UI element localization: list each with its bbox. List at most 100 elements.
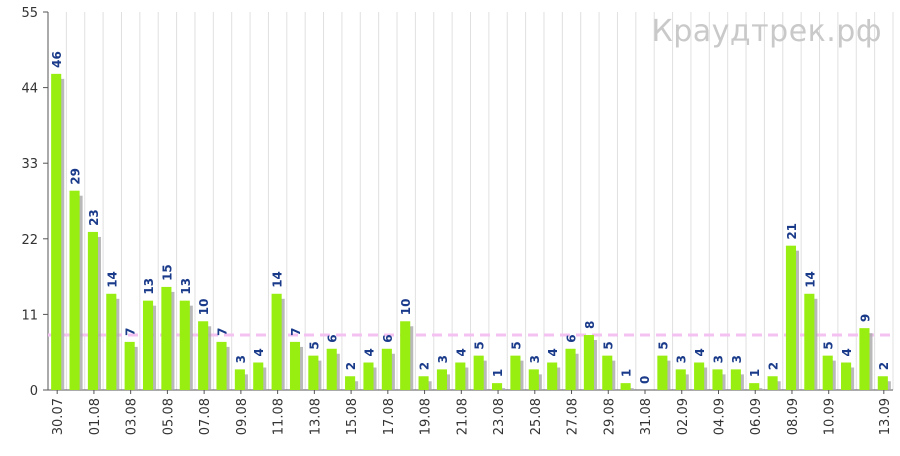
bar (804, 293, 815, 390)
data-label: 1 (491, 369, 505, 377)
data-label: 7 (124, 328, 138, 336)
data-label: 14 (271, 271, 285, 288)
data-label: 2 (767, 362, 781, 370)
data-label: 3 (234, 355, 248, 363)
bar (822, 355, 833, 390)
x-tick-label: 09.08 (235, 398, 250, 435)
data-label: 29 (69, 168, 83, 185)
watermark: Краудтрек.рф (651, 14, 882, 49)
x-tick-label: 31.08 (639, 398, 654, 435)
bar (326, 348, 337, 390)
bar (106, 293, 117, 390)
bar (363, 362, 374, 390)
data-label: 1 (748, 369, 762, 377)
bar (749, 383, 760, 390)
data-label: 15 (160, 264, 174, 281)
data-label: 5 (656, 341, 670, 349)
bar (602, 355, 613, 390)
y-tick-label: 11 (21, 308, 38, 323)
bar (841, 362, 852, 390)
bar (528, 369, 539, 390)
x-tick-label: 08.09 (786, 398, 801, 435)
data-label: 10 (197, 299, 211, 316)
bar (657, 355, 668, 390)
data-label: 5 (509, 341, 523, 349)
bar (565, 348, 576, 390)
bar (271, 293, 282, 390)
bar (216, 341, 227, 390)
bar (877, 376, 888, 390)
x-tick-label: 21.08 (455, 398, 470, 435)
data-label: 4 (840, 348, 854, 356)
data-label: 10 (399, 299, 413, 316)
x-tick-label: 01.08 (88, 398, 103, 435)
data-label: 5 (307, 341, 321, 349)
x-tick-label: 25.08 (529, 398, 544, 435)
bar (436, 369, 447, 390)
y-tick-label: 0 (30, 384, 38, 399)
data-label: 4 (693, 348, 707, 356)
bar (234, 369, 245, 390)
bar (510, 355, 521, 390)
bar (198, 321, 209, 390)
data-label: 6 (326, 334, 340, 342)
x-tick-label: 11.08 (272, 398, 287, 435)
data-label: 4 (454, 348, 468, 356)
x-tick-label: 19.08 (419, 398, 434, 435)
x-tick-label: 27.08 (566, 398, 581, 435)
x-tick-label: 29.08 (602, 398, 617, 435)
bar (161, 286, 172, 390)
bar (253, 362, 264, 390)
data-label: 3 (730, 355, 744, 363)
bar (179, 300, 190, 390)
bar (69, 190, 80, 390)
x-tick-label: 30.07 (51, 398, 66, 435)
bar (345, 376, 356, 390)
bar (124, 341, 135, 390)
x-tick-label: 13.09 (878, 398, 893, 435)
bar (492, 383, 503, 390)
bar (712, 369, 723, 390)
x-tick-label: 02.09 (676, 398, 691, 435)
x-tick-label: 17.08 (382, 398, 397, 435)
data-label: 21 (785, 223, 799, 240)
data-label: 6 (565, 334, 579, 342)
data-label: 23 (87, 209, 101, 226)
data-label: 4 (362, 348, 376, 356)
x-tick-label: 10.09 (823, 398, 838, 435)
x-tick-label: 06.09 (749, 398, 764, 435)
bar (400, 321, 411, 390)
data-label: 0 (638, 376, 652, 384)
x-tick-label: 07.08 (198, 398, 213, 435)
data-label: 2 (877, 362, 891, 370)
bar (473, 355, 484, 390)
bar (583, 335, 594, 390)
x-tick-label: 04.09 (712, 398, 727, 435)
x-tick-label: 15.08 (345, 398, 360, 435)
data-label: 3 (675, 355, 689, 363)
data-label: 3 (436, 355, 450, 363)
bar (142, 300, 154, 390)
data-label: 5 (473, 341, 487, 349)
data-label: 2 (344, 362, 358, 370)
data-label: 3 (711, 355, 725, 363)
data-label: 1 (620, 369, 634, 377)
data-label: 7 (289, 328, 303, 336)
data-label: 4 (252, 348, 266, 356)
x-tick-label: 05.08 (161, 398, 176, 435)
data-label: 46 (50, 51, 64, 68)
data-label: 14 (803, 271, 817, 288)
data-label: 5 (601, 341, 615, 349)
data-label: 3 (528, 355, 542, 363)
data-label: 14 (105, 271, 119, 288)
bar (859, 328, 870, 390)
data-label: 13 (179, 278, 193, 295)
bar (51, 73, 62, 390)
bar (675, 369, 686, 390)
data-label: 9 (858, 314, 872, 322)
data-label: 8 (583, 321, 597, 329)
x-tick-label: 23.08 (492, 398, 507, 435)
bar (87, 231, 98, 390)
data-label: 2 (418, 362, 432, 370)
